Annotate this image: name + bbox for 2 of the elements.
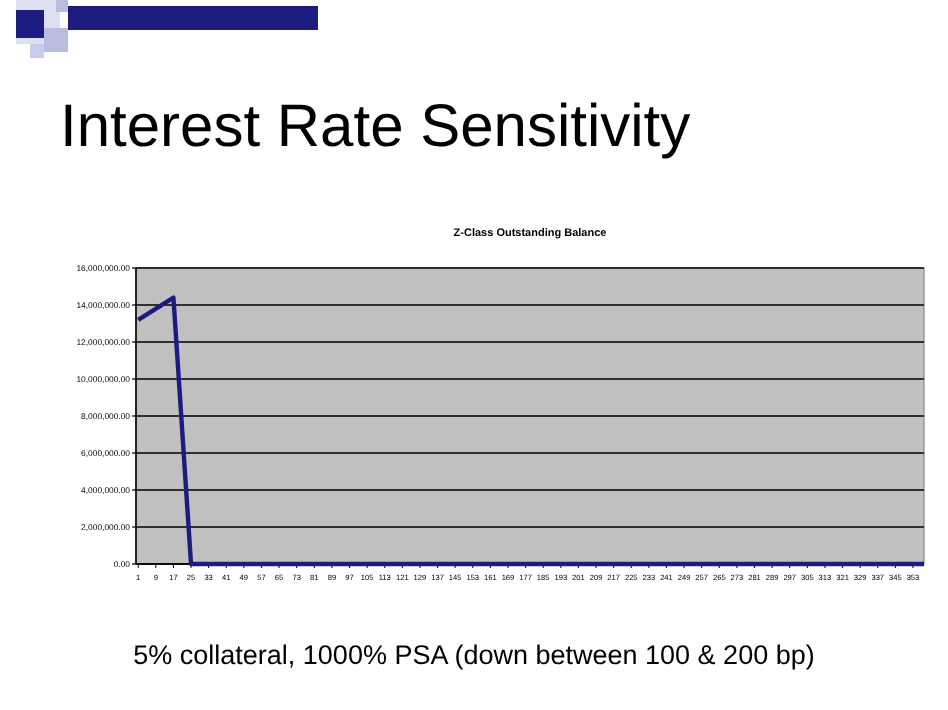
chart-title: Interest Rate Sensitivity (60, 94, 691, 160)
text: 5% collateral, 1000% PSA (down between 100 & 200 bp) (133, 640, 815, 670)
